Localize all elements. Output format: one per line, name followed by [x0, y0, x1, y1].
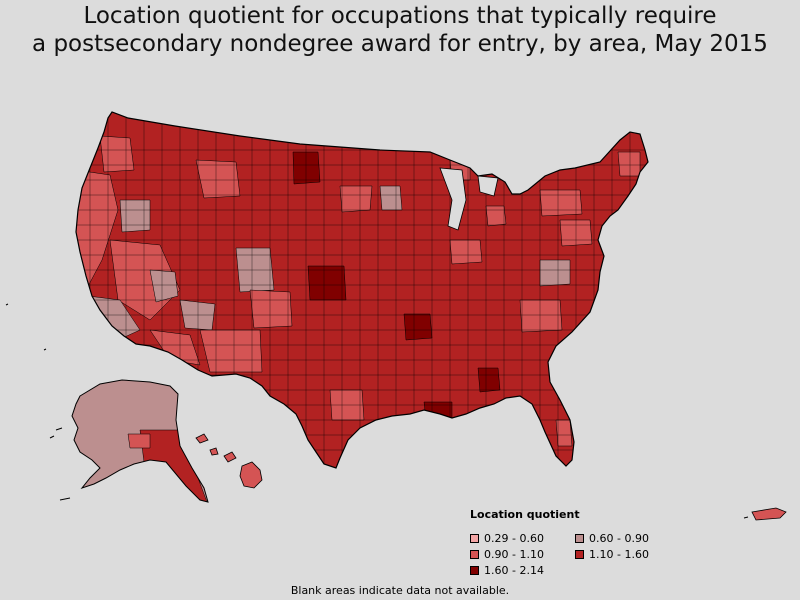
area-new-york [539, 189, 583, 217]
area-virginia [539, 259, 571, 287]
area-minnesota [339, 185, 373, 213]
area-carolinas [519, 299, 563, 333]
hawaii [195, 433, 263, 489]
area-new-mexico [199, 329, 263, 373]
area-colorado-south [249, 289, 293, 329]
area-arkansas [403, 313, 433, 341]
area-maine [617, 151, 641, 177]
puerto-rico [751, 507, 787, 521]
legend-label: 0.29 - 0.60 [484, 531, 544, 545]
lake-michigan [439, 167, 467, 231]
area-wisconsin [379, 185, 403, 211]
lake-huron [477, 175, 499, 197]
legend-swatch [470, 533, 479, 543]
title-line-1: Location quotient for occupations that t… [83, 3, 717, 29]
legend-swatch [470, 565, 479, 575]
legend-swatch [575, 533, 584, 543]
area-north-dakota [292, 151, 321, 185]
legend-title: Location quotient [470, 508, 580, 521]
title-line-2: a postsecondary nondegree award for entr… [32, 31, 768, 57]
legend-item-4: 1.10 - 1.60 [575, 547, 680, 561]
area-south-florida [555, 419, 573, 447]
small-islands [5, 303, 749, 519]
area-kansas [307, 265, 347, 301]
area-indiana [449, 239, 483, 265]
legend-swatch [470, 549, 479, 559]
legend-item-3: 0.90 - 1.10 [470, 547, 575, 561]
alaska [49, 379, 209, 503]
legend-item-5: 1.60 - 2.14 [470, 563, 575, 577]
legend-item-1: 0.29 - 0.60 [470, 531, 575, 545]
legend-swatch [575, 549, 584, 559]
area-washington [99, 135, 135, 173]
area-michigan-south [485, 205, 507, 227]
map-title: Location quotient for occupations that t… [0, 2, 800, 58]
aleutian-islands [49, 427, 71, 501]
legend-item-2: 0.60 - 0.90 [575, 531, 680, 545]
data-availability-note: Blank areas indicate data not available. [290, 584, 510, 597]
legend: Location quotient 0.29 - 0.60 0.60 - 0.9… [470, 508, 770, 577]
area-georgia-south [477, 367, 501, 393]
area-sierra [149, 269, 179, 303]
legend-label: 0.90 - 1.10 [484, 547, 544, 561]
legend-label: 1.10 - 1.60 [589, 547, 649, 561]
area-montana-west [195, 159, 241, 199]
legend-items: 0.29 - 0.60 0.60 - 0.90 0.90 - 1.10 1.10… [470, 531, 770, 577]
legend-label: 1.60 - 2.14 [484, 563, 544, 577]
area-oregon-east [119, 199, 151, 233]
legend-label: 0.60 - 0.90 [589, 531, 649, 545]
